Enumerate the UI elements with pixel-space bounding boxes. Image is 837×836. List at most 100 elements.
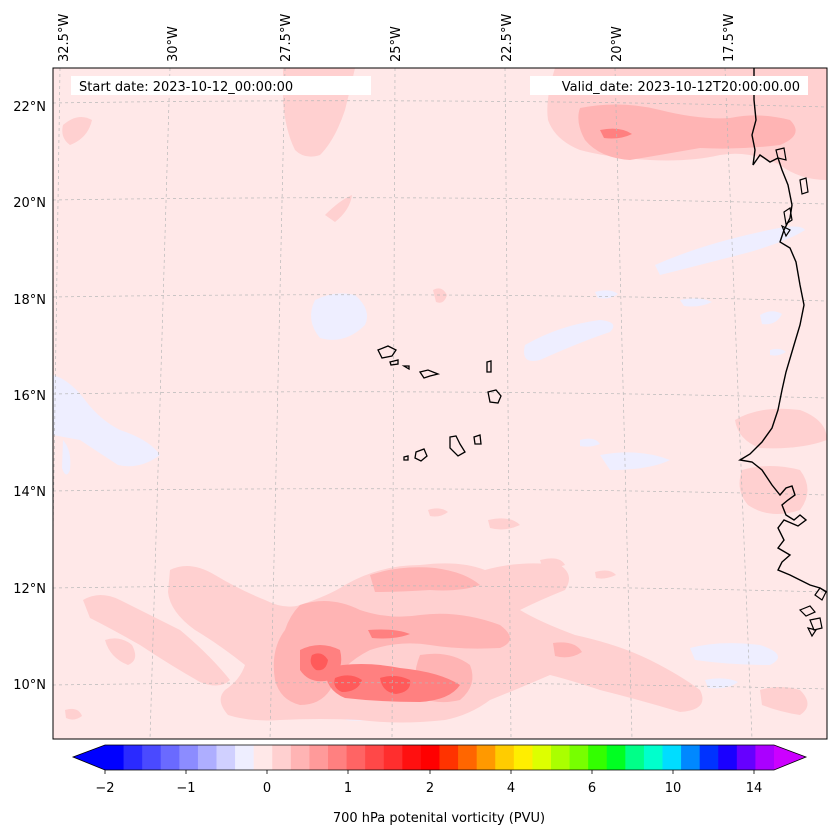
colorbar-tick-label: 6	[588, 781, 596, 796]
lat-label: 22°N	[13, 100, 46, 115]
africa-coastline	[738, 68, 827, 593]
colorbar-tick-label: 4	[507, 781, 515, 796]
meridian	[149, 68, 171, 739]
lat-label: 12°N	[13, 582, 46, 597]
colorbar-tick-label: 0	[263, 781, 271, 796]
parallel	[53, 197, 827, 205]
colorbar-cell	[718, 745, 738, 770]
colorbar-cell	[383, 745, 403, 770]
colorbar-cell	[681, 745, 701, 770]
colorbar-cell	[755, 745, 775, 770]
parallel	[53, 488, 827, 496]
lat-label: 10°N	[13, 678, 46, 693]
colorbar-extend-high	[774, 745, 806, 770]
island-fogo	[414, 448, 428, 462]
colorbar-cell	[458, 745, 478, 770]
parallel	[53, 294, 827, 302]
colorbar-cell	[290, 745, 310, 770]
lon-label: 32.5°W	[57, 14, 72, 62]
lat-label: 16°N	[13, 389, 46, 404]
valid-date-label: Valid_date: 2023-10-12T20:00:00.00	[562, 80, 800, 95]
colorbar-cell	[699, 745, 719, 770]
island-santa-luzia	[401, 365, 410, 371]
start-date-label: Start date: 2023-10-12_00:00:00	[79, 80, 293, 95]
lon-label: 20°W	[610, 26, 625, 62]
colorbar-cell	[253, 745, 273, 770]
colorbar-tick-label: 14	[746, 781, 763, 796]
colorbar-ticks	[104, 770, 755, 774]
island-maio	[473, 434, 482, 445]
colorbar-tick-label: 10	[665, 781, 682, 796]
colorbar-tick-label: 2	[426, 781, 434, 796]
island-sao-nicolau	[418, 369, 441, 379]
colorbar-cell	[476, 745, 496, 770]
island-boa-vista	[487, 389, 502, 404]
colorbar-cell	[142, 745, 162, 770]
colorbar-cell	[197, 745, 217, 770]
map-frame	[52, 67, 828, 740]
map-gridlines	[53, 68, 827, 739]
colorbar-cell	[420, 745, 440, 770]
colorbar-cell	[736, 745, 756, 770]
lon-label: 27.5°W	[279, 14, 294, 62]
colorbar-cell	[513, 745, 533, 770]
colorbar-tick-label: −1	[176, 781, 195, 796]
island-santo-antao	[377, 345, 397, 359]
colorbar-cell	[179, 745, 199, 770]
colorbar-cell	[551, 745, 570, 770]
longitude-labels: 32.5°W 30°W 27.5°W 25°W 22.5°W 20°W 17.5…	[57, 14, 737, 62]
meridian	[724, 68, 753, 739]
colorbar: −2 −1 0 1 2 4 6 10 14 700 hPa potenital …	[71, 744, 808, 826]
valid-date-box	[530, 76, 808, 95]
island-sal	[486, 360, 492, 373]
colorbar-extend-low	[73, 745, 105, 770]
colorbar-cell	[588, 745, 608, 770]
colorbar-cell	[569, 745, 589, 770]
colorbar-cell	[346, 745, 366, 770]
colorbar-cell	[235, 745, 255, 770]
parallel	[53, 585, 827, 593]
latitude-labels: 22°N 20°N 18°N 16°N 14°N 12°N 10°N	[13, 100, 46, 693]
colorbar-cell	[272, 745, 292, 770]
colorbar-cell	[532, 745, 552, 770]
island-santiago	[449, 435, 466, 457]
island-brava	[403, 455, 409, 461]
cape-verde-islands	[377, 345, 502, 462]
parallel	[53, 682, 827, 690]
lat-label: 14°N	[13, 485, 46, 500]
colorbar-cell	[606, 745, 626, 770]
colorbar-cell	[365, 745, 385, 770]
start-date-box	[71, 76, 371, 95]
meridian	[269, 68, 286, 739]
lon-label: 17.5°W	[722, 14, 737, 62]
meridian	[391, 68, 396, 739]
map-panel: Start date: 2023-10-12_00:00:00 Valid_da…	[53, 68, 827, 739]
parallel	[53, 391, 827, 399]
colorbar-cells	[105, 745, 775, 770]
island-sao-vicente	[389, 359, 399, 366]
meridian	[614, 68, 633, 739]
colorbar-cell	[160, 745, 180, 770]
colorbar-cell	[402, 745, 422, 770]
peak-positive-pv-patches	[310, 653, 411, 694]
colorbar-cell	[123, 745, 143, 770]
colorbar-cell	[439, 745, 459, 770]
meridian	[504, 68, 512, 739]
colorbar-cell	[328, 745, 347, 770]
colorbar-cell	[495, 745, 515, 770]
colorbar-cell	[643, 745, 663, 770]
colorbar-tick-label: −2	[95, 781, 114, 796]
lon-label: 22.5°W	[500, 14, 515, 62]
parallel	[53, 100, 827, 108]
lat-label: 20°N	[13, 196, 46, 211]
coast-detail	[775, 147, 827, 638]
colorbar-cell	[625, 745, 645, 770]
colorbar-cell	[105, 745, 124, 770]
colorbar-tick-label: 1	[344, 781, 352, 796]
colorbar-tick-labels: −2 −1 0 1 2 4 6 10 14	[95, 781, 762, 796]
lat-label: 18°N	[13, 293, 46, 308]
lon-label: 30°W	[166, 26, 181, 62]
lon-label: 25°W	[389, 26, 404, 62]
colorbar-cell	[216, 745, 236, 770]
